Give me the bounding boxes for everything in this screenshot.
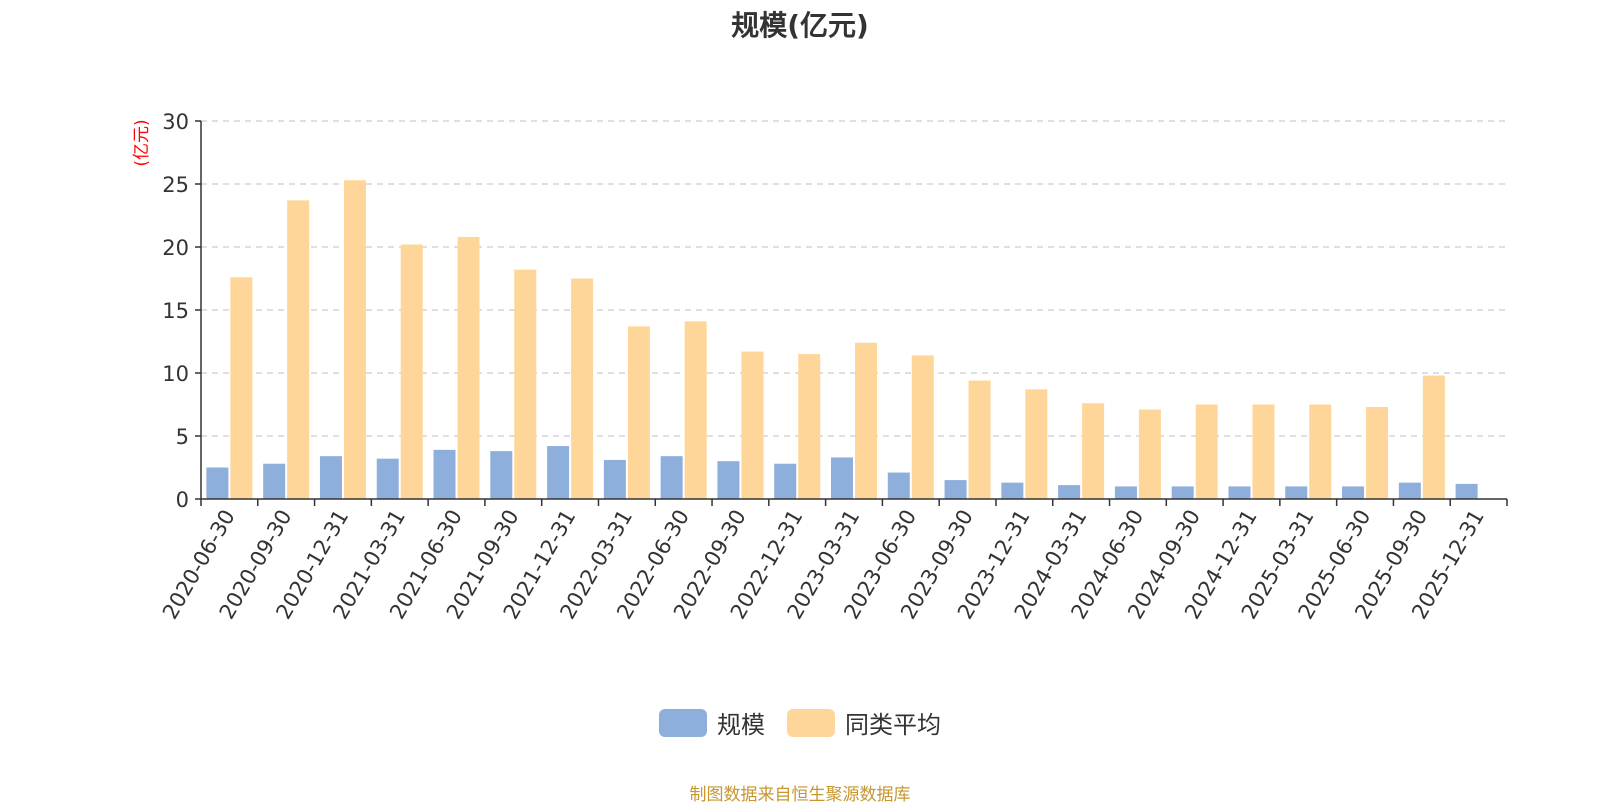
bar-peer-average[interactable] (627, 326, 650, 499)
chart-title: 规模(亿元) (731, 9, 869, 42)
bar-scale[interactable] (433, 449, 456, 499)
bar-peer-average[interactable] (1422, 375, 1445, 499)
bar-scale[interactable] (319, 456, 342, 499)
bar-scale[interactable] (887, 472, 910, 499)
bar-scale[interactable] (206, 467, 229, 500)
bar-scale[interactable] (376, 458, 399, 499)
y-tick-label: 25 (162, 173, 189, 197)
bar-scale[interactable] (603, 459, 626, 499)
bar-scale[interactable] (263, 463, 286, 499)
bar-scale[interactable] (1058, 485, 1081, 499)
bars (206, 180, 1478, 500)
bar-scale[interactable] (490, 451, 513, 499)
bar-peer-average[interactable] (571, 278, 594, 500)
legend-item-peer-average[interactable]: 同类平均 (787, 705, 941, 740)
legend-swatch-scale (659, 708, 707, 737)
bar-scale[interactable] (1398, 482, 1421, 499)
y-tick-label: 15 (162, 299, 189, 323)
bar-peer-average[interactable] (798, 354, 821, 499)
bar-scale[interactable] (1114, 486, 1137, 499)
bar-peer-average[interactable] (457, 236, 480, 500)
legend-label-scale: 规模 (717, 711, 765, 739)
bar-scale[interactable] (660, 456, 683, 499)
legend: 规模 同类平均 (0, 705, 1600, 740)
bar-scale[interactable] (831, 457, 853, 499)
legend-item-scale[interactable]: 规模 (659, 705, 765, 740)
bar-peer-average[interactable] (230, 277, 253, 499)
bar-scale[interactable] (1342, 486, 1365, 499)
bar-peer-average[interactable] (1195, 404, 1218, 500)
y-tick-label: 20 (162, 236, 189, 260)
y-tick-label: 10 (162, 362, 189, 386)
bar-scale[interactable] (717, 461, 740, 499)
bar-scale[interactable] (1171, 486, 1194, 499)
bar-scale[interactable] (944, 480, 967, 499)
bar-scale[interactable] (1455, 483, 1478, 499)
bar-scale[interactable] (547, 446, 570, 499)
bar-peer-average[interactable] (911, 355, 934, 499)
bar-peer-average[interactable] (514, 269, 537, 499)
bar-scale[interactable] (1001, 482, 1024, 499)
bar-peer-average[interactable] (1138, 409, 1161, 499)
bar-peer-average[interactable] (1366, 407, 1389, 499)
bar-peer-average[interactable] (1082, 403, 1105, 499)
bar-peer-average[interactable] (855, 342, 877, 499)
bar-peer-average[interactable] (287, 200, 310, 499)
y-axis-label: (亿元) (132, 119, 152, 166)
legend-label-peer-average: 同类平均 (845, 711, 941, 739)
data-source-note: 制图数据来自恒生聚源数据库 (689, 785, 911, 805)
y-tick-label: 30 (162, 110, 189, 134)
y-tick-label: 0 (176, 488, 189, 512)
bar-peer-average[interactable] (684, 321, 707, 499)
bar-scale[interactable] (1228, 486, 1251, 499)
bar-peer-average[interactable] (1252, 404, 1275, 500)
bar-chart: 0510152025302020-06-302020-09-302020-12-… (132, 110, 1508, 623)
bar-peer-average[interactable] (400, 244, 423, 499)
bar-peer-average[interactable] (741, 351, 764, 499)
bar-peer-average[interactable] (1025, 389, 1048, 499)
bar-scale[interactable] (774, 463, 797, 499)
y-tick-label: 5 (176, 425, 189, 449)
legend-swatch-peer-average (787, 708, 835, 737)
bar-peer-average[interactable] (968, 380, 991, 499)
bar-scale[interactable] (1285, 486, 1308, 499)
bar-peer-average[interactable] (1309, 404, 1332, 500)
bar-peer-average[interactable] (343, 180, 366, 499)
grid-lines (201, 120, 1507, 437)
